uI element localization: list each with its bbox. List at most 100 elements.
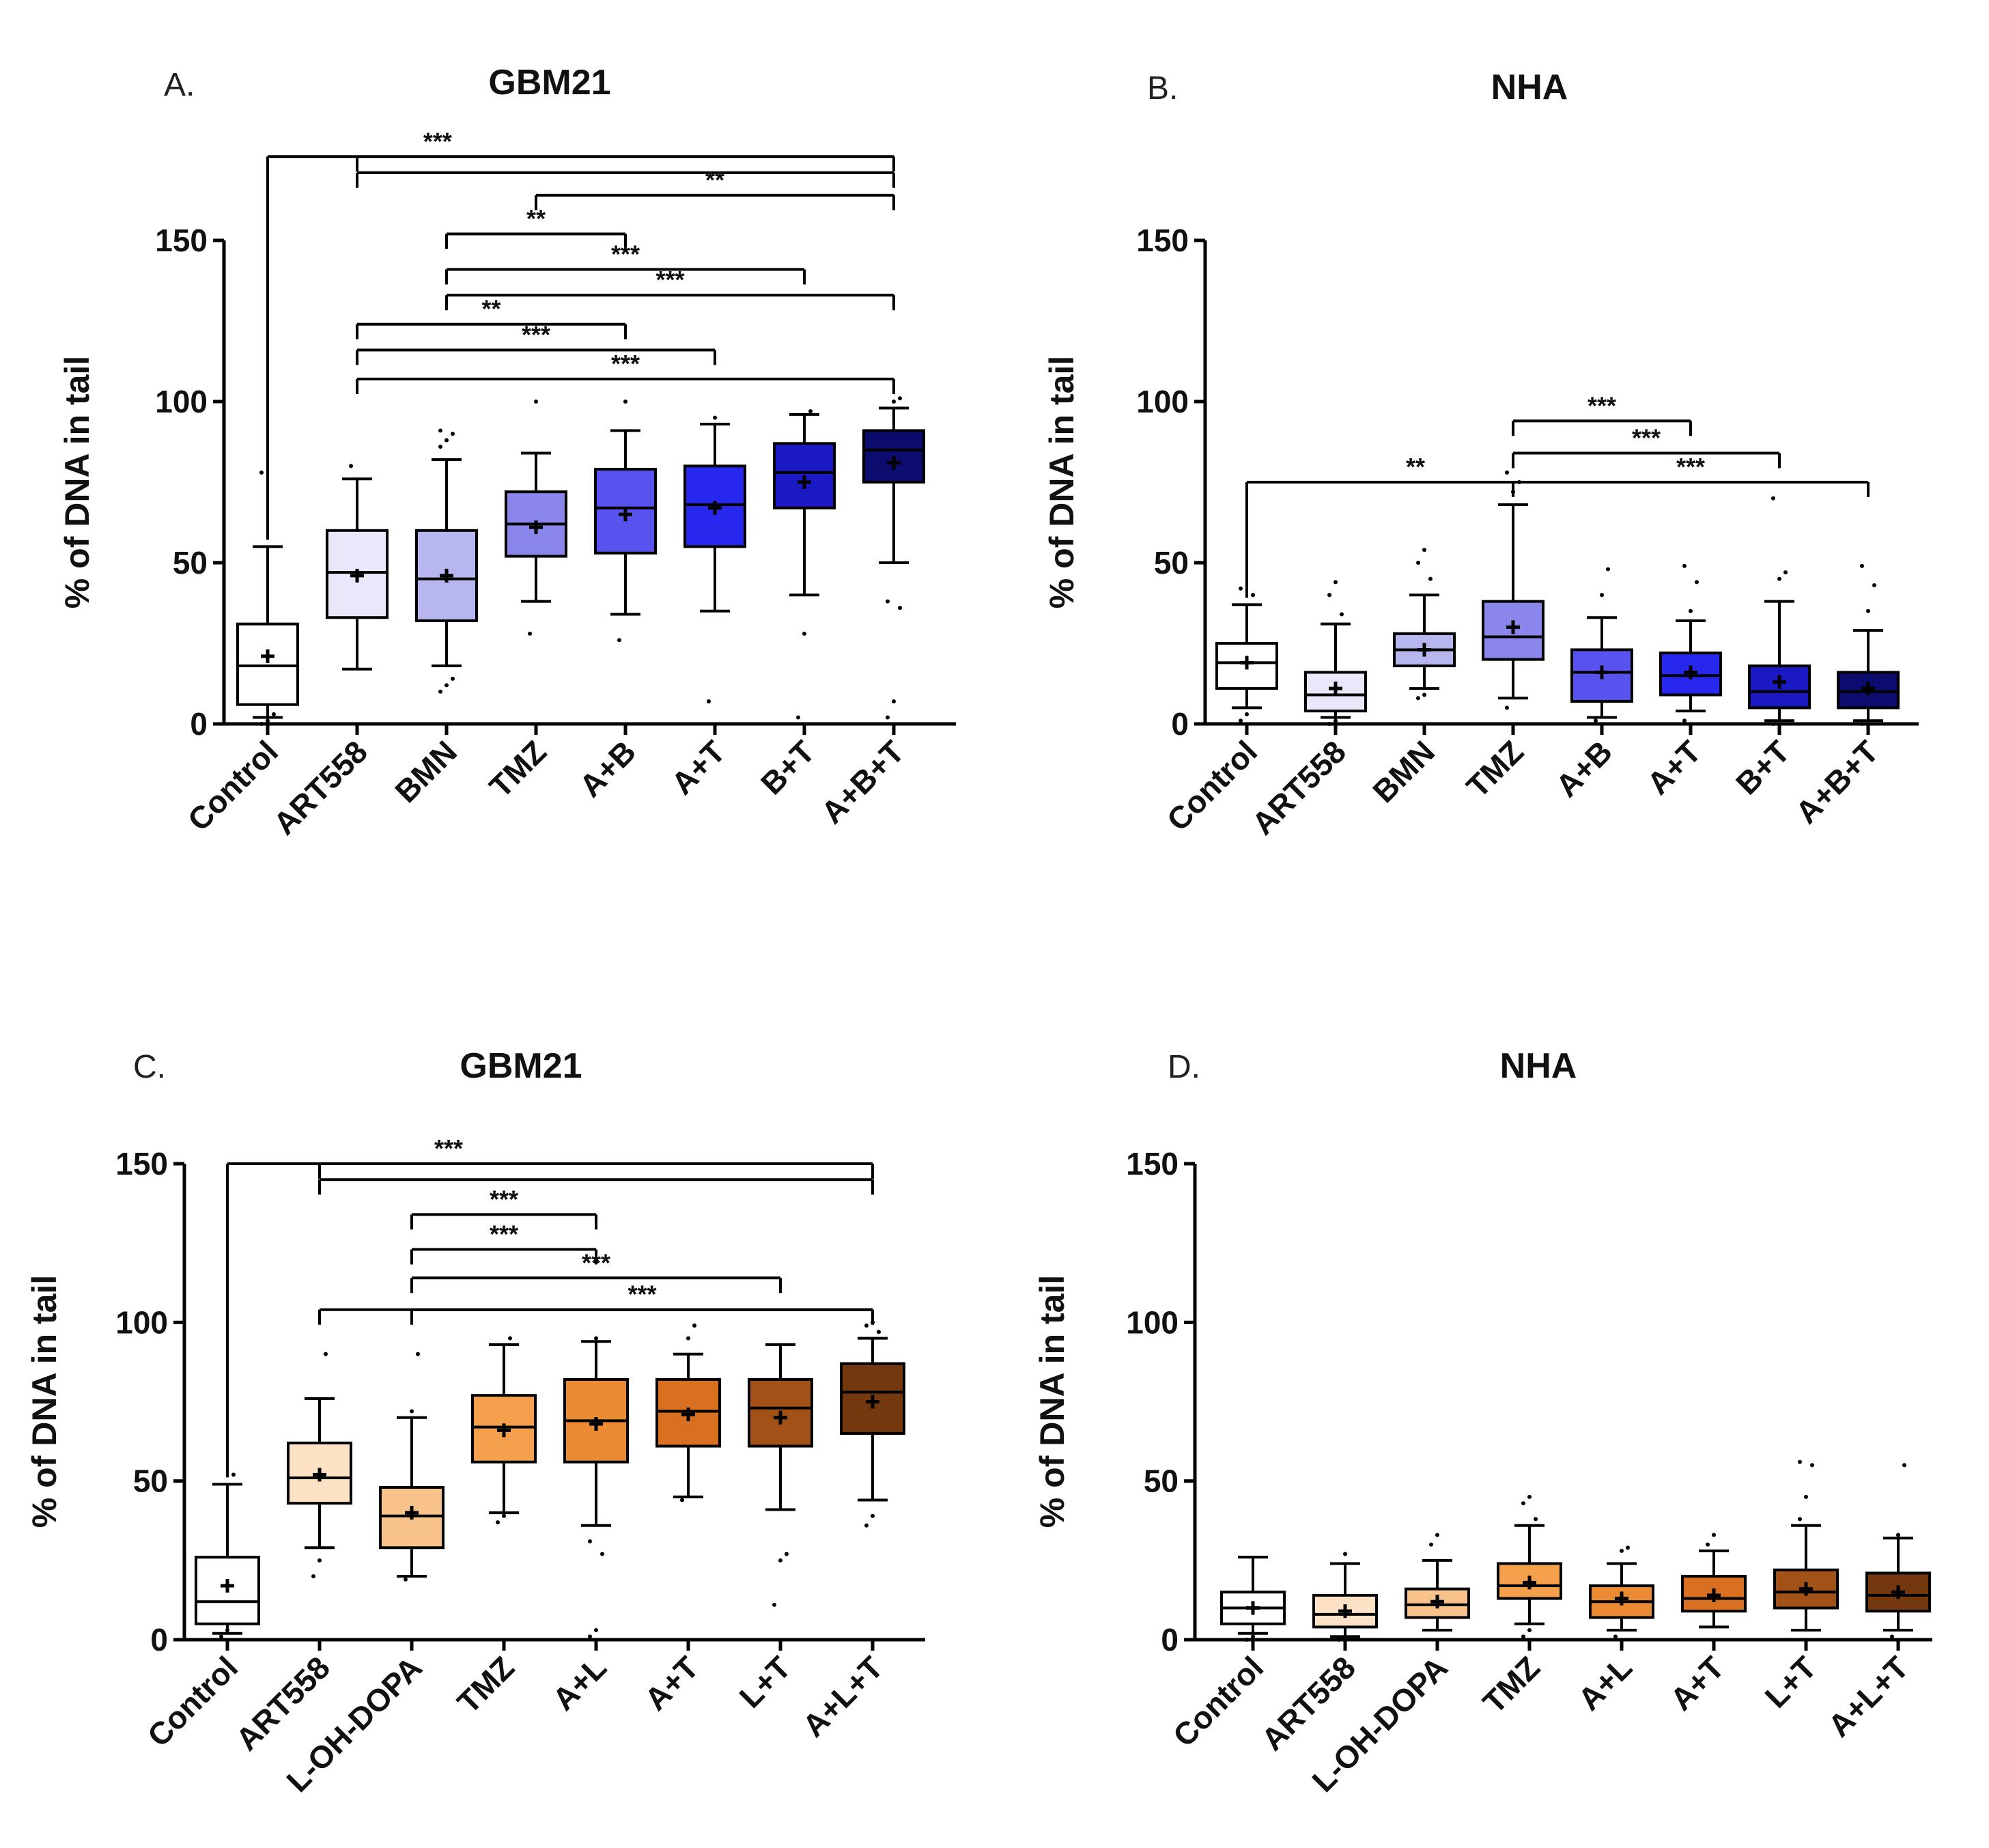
mean-marker <box>708 501 722 515</box>
outlier-point <box>1337 1638 1341 1642</box>
outlier-point <box>680 1498 684 1502</box>
outlier-point <box>871 1513 875 1518</box>
outlier-point <box>1527 1494 1532 1499</box>
box-tmz: TMZ <box>1459 470 1544 804</box>
outlier-point <box>692 1323 696 1328</box>
category-label: A+T <box>664 733 732 801</box>
significance-bracket: *** <box>410 1248 782 1293</box>
mean-marker <box>1891 1585 1905 1599</box>
outlier-point <box>1521 1634 1525 1639</box>
y-tick-label: 0 <box>190 706 208 742</box>
outlier-point <box>445 683 449 688</box>
panel-title: NHA <box>1491 68 1568 107</box>
significance-bracket: *** <box>445 240 806 285</box>
mean-marker <box>798 475 811 489</box>
panel-b: B. NHA % of DNA in tail 0 50 100 150 ControlART… <box>1043 68 1919 841</box>
significance-bracket: *** <box>1512 453 1870 497</box>
outlier-point <box>772 1602 776 1607</box>
mean-marker <box>497 1423 511 1438</box>
significance-bracket: *** <box>410 1280 874 1325</box>
outlier-point <box>1712 1532 1716 1537</box>
outlier-point <box>1416 561 1420 565</box>
box-a-l: A+L <box>546 1336 629 1717</box>
mean-marker <box>261 649 274 663</box>
significance-label: *** <box>582 1248 610 1276</box>
outlier-point <box>1251 593 1255 598</box>
outlier-point <box>1682 563 1687 568</box>
outlier-point <box>259 722 264 726</box>
category-label: L+T <box>733 1649 798 1715</box>
outlier-point <box>864 1523 869 1528</box>
panel-a: A. GBM21% of DNA in tail050100150ControlA… <box>58 63 956 841</box>
mean-marker <box>1595 665 1609 680</box>
significance-bracket: *** <box>356 350 895 394</box>
mean-marker <box>619 507 632 522</box>
outlier-point <box>877 1330 881 1334</box>
outlier-point <box>886 599 890 604</box>
category-label: A+B+T <box>1788 733 1885 830</box>
mean-marker <box>529 520 543 535</box>
outlier-point <box>808 409 813 414</box>
outlier-point <box>1620 1548 1624 1553</box>
outlier-point <box>1804 1494 1808 1499</box>
category-label: ART558 <box>1245 733 1353 841</box>
outlier-point <box>1429 1542 1433 1547</box>
outlier-point <box>1798 1459 1802 1464</box>
box-a-t: A+T <box>638 1323 721 1717</box>
significance-label: *** <box>655 266 684 294</box>
significance-label: *** <box>627 1280 656 1308</box>
outlier-point <box>1334 718 1338 723</box>
category-label: A+L <box>546 1649 613 1717</box>
outlier-point <box>1682 718 1687 723</box>
outlier-point <box>1327 593 1331 598</box>
box-l-t: L+T <box>1758 1459 1839 1715</box>
significance-label: *** <box>434 1134 463 1162</box>
significance-bracket: ** <box>535 166 895 210</box>
significance-bracket: *** <box>410 1185 597 1230</box>
significance-label: *** <box>490 1220 518 1248</box>
mean-marker <box>1523 1576 1536 1590</box>
outlier-point <box>1689 608 1693 613</box>
outlier-point <box>1600 593 1604 598</box>
iqr-box <box>840 1362 905 1435</box>
outlier-point <box>1527 1628 1532 1633</box>
outlier-point <box>1613 1634 1618 1639</box>
category-label: BMN <box>388 733 464 809</box>
mean-marker <box>1799 1582 1813 1596</box>
significance-label: ** <box>481 295 500 323</box>
outlier-point <box>416 1352 420 1356</box>
outlier-point <box>1695 580 1699 585</box>
category-label: A+T <box>638 1649 705 1717</box>
significance-bracket: *** <box>356 320 716 365</box>
mean-marker <box>1615 1591 1628 1606</box>
iqr-box <box>236 622 299 706</box>
outlier-point <box>1798 1517 1802 1522</box>
category-label: B+T <box>1729 733 1796 801</box>
iqr-box <box>1748 664 1811 710</box>
y-tick-label: 50 <box>173 545 208 580</box>
outlier-point <box>1902 1463 1906 1468</box>
category-label: A+L+T <box>795 1649 890 1744</box>
mean-marker <box>350 568 364 583</box>
outlier-point <box>231 1472 236 1477</box>
outlier-point <box>1245 712 1249 716</box>
mean-marker <box>1707 1588 1721 1602</box>
outlier-point <box>438 689 442 694</box>
outlier-point <box>1890 1634 1894 1639</box>
outlier-point <box>324 1352 328 1356</box>
significance-bracket: ** <box>356 295 627 339</box>
outlier-point <box>272 712 276 716</box>
outlier-point <box>534 400 538 404</box>
outlier-point <box>898 606 902 611</box>
outlier-point <box>1594 718 1598 723</box>
significance-label: *** <box>611 240 640 268</box>
mean-marker <box>589 1417 603 1431</box>
significance-bracket: *** <box>410 1220 597 1265</box>
mean-marker <box>887 456 901 470</box>
outlier-point <box>1422 692 1426 697</box>
category-label: A+B <box>1549 733 1619 804</box>
category-label: A+T <box>1663 1649 1731 1717</box>
y-tick-label: 150 <box>1126 1146 1179 1181</box>
box-art558: ART558 <box>229 1352 352 1757</box>
box-l-oh-dopa: L-OH-DOPA <box>279 1352 445 1799</box>
